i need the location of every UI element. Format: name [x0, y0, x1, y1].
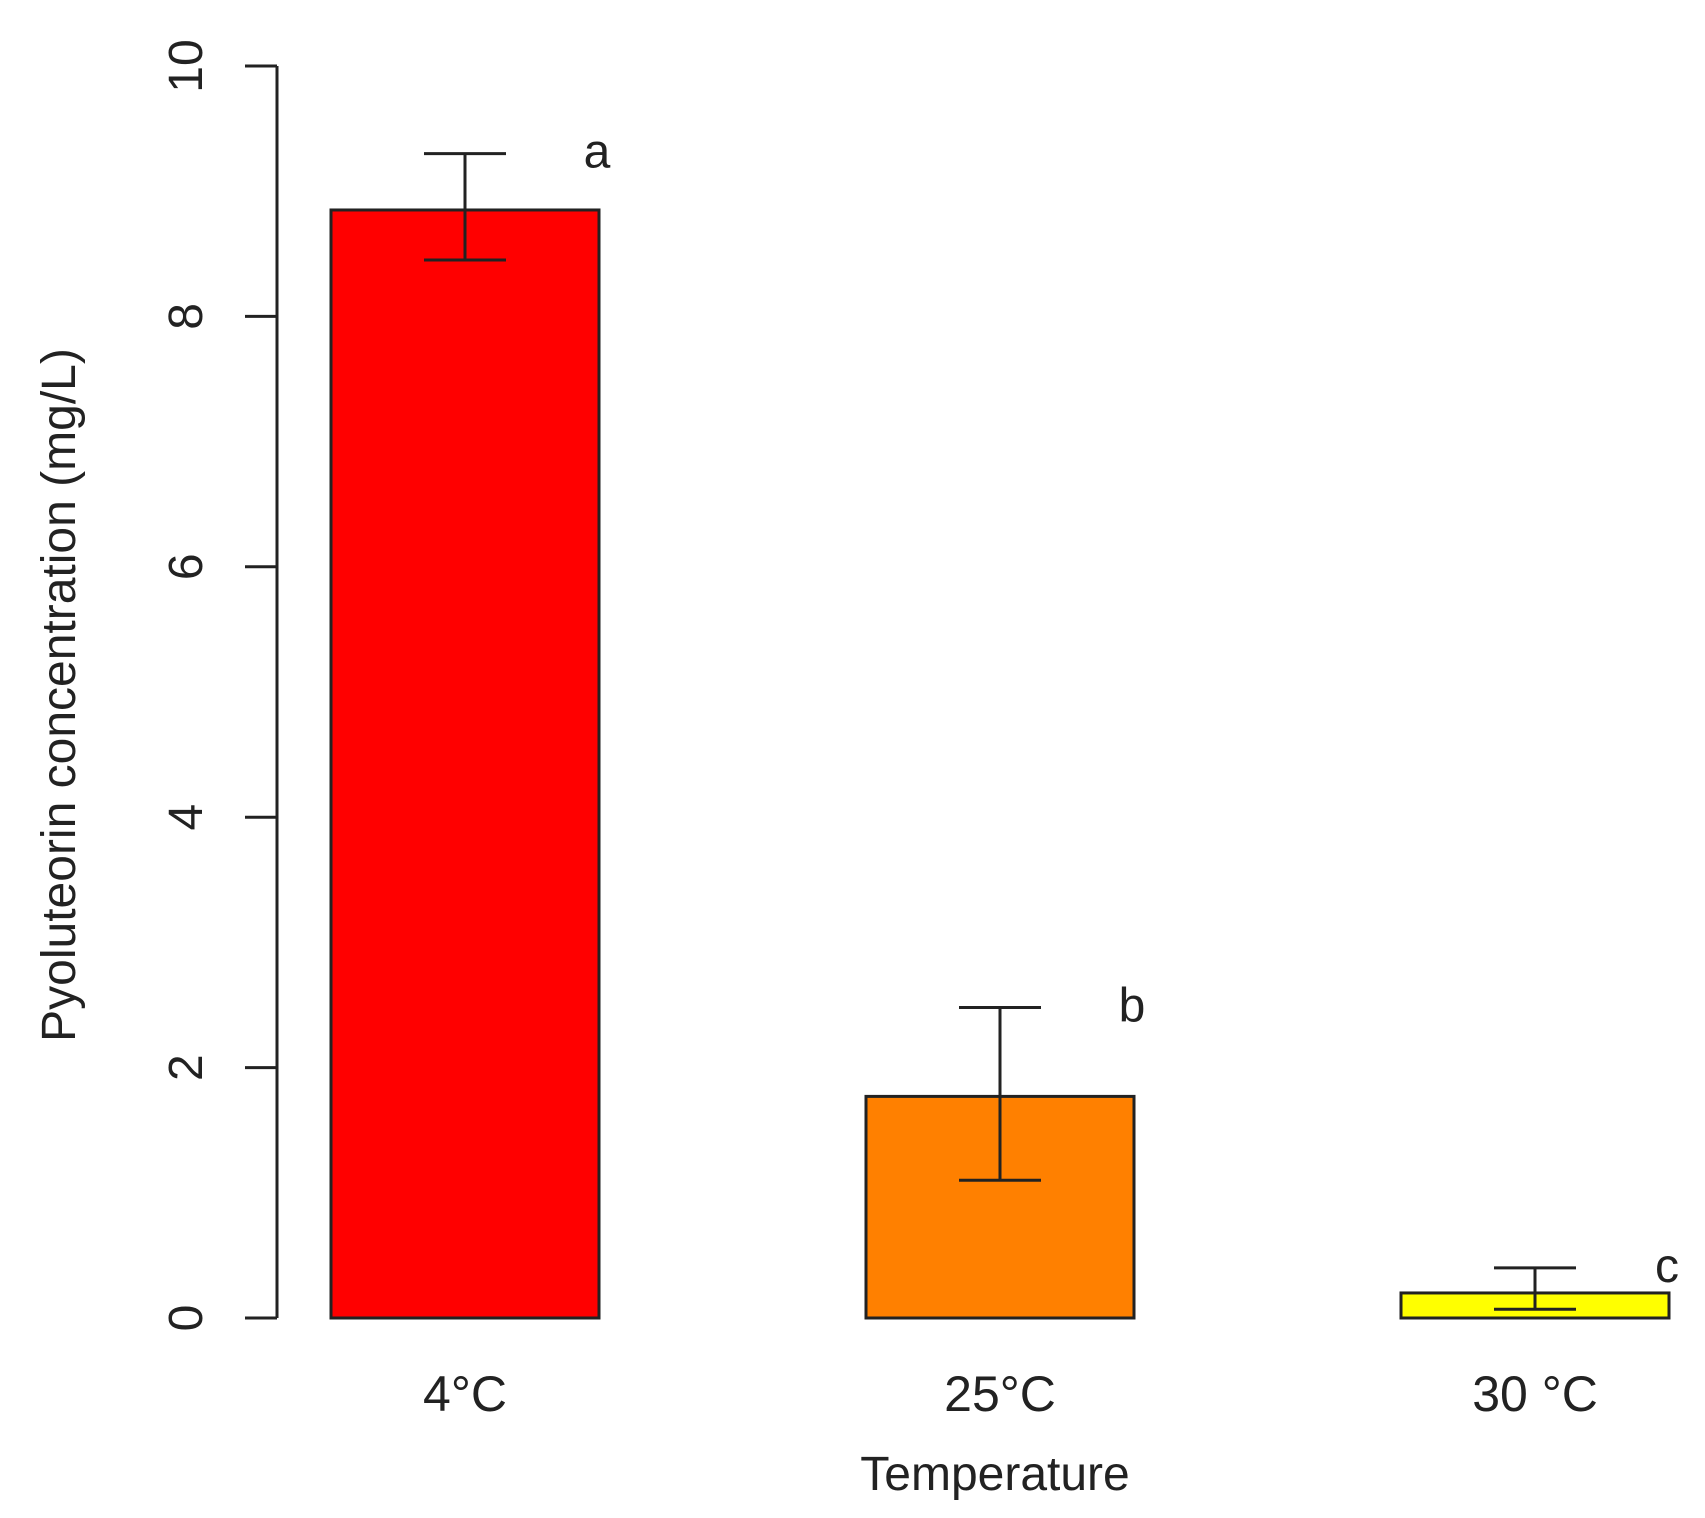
y-tick-label: 6 [160, 553, 213, 580]
x-category-label: 4°C [423, 1366, 507, 1422]
bar [329, 208, 601, 1320]
y-axis: 0 2 4 6 8 10 [160, 39, 279, 1332]
y-axis-title: Pyoluteorin concentration (mg/L) [33, 348, 86, 1042]
x-axis-title: Temperature [860, 1448, 1129, 1501]
y-tick-label: 2 [160, 1054, 213, 1081]
x-category-label: 30 °C [1472, 1366, 1598, 1422]
significance-letters: a b c [584, 126, 1679, 1293]
y-tick-label: 0 [160, 1305, 213, 1332]
significance-letter: a [584, 126, 611, 179]
y-tick-label: 4 [160, 804, 213, 831]
error-bars [424, 152, 1576, 1311]
y-tick-label: 10 [160, 39, 213, 92]
significance-letter: c [1655, 1240, 1679, 1293]
x-category-labels: 4°C 25°C 30 °C [423, 1366, 1598, 1422]
significance-letter: b [1119, 980, 1146, 1033]
x-category-label: 25°C [944, 1366, 1056, 1422]
y-tick-label: 8 [160, 303, 213, 330]
